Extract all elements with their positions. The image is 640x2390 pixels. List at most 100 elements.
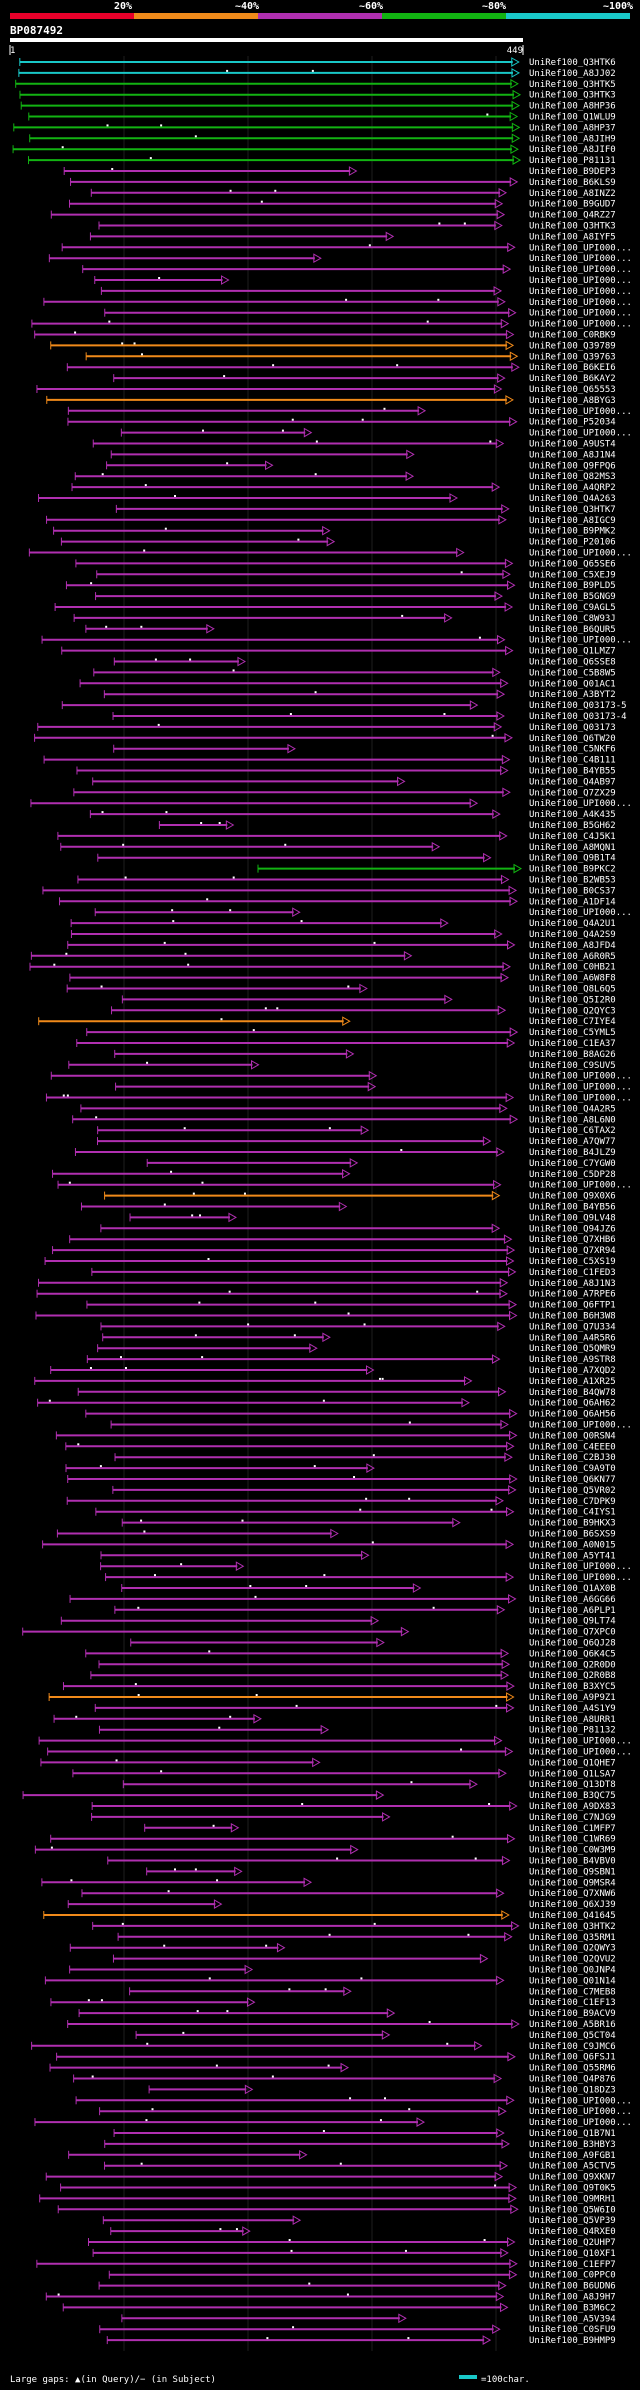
hit-label[interactable]: UniRef100_B9PKC2 xyxy=(529,865,616,875)
hit-label[interactable]: UniRef100_A7QW77 xyxy=(529,1137,616,1147)
hit-label[interactable]: UniRef100_Q9MRH1 xyxy=(529,2194,616,2204)
hit-label[interactable]: UniRef100_UPI000... xyxy=(529,1094,632,1104)
hit-label[interactable]: UniRef100_B6QUR5 xyxy=(529,625,616,635)
hit-label[interactable]: UniRef100_A7RPE6 xyxy=(529,1290,616,1300)
hit-label[interactable]: UniRef100_B4YB56 xyxy=(529,1203,616,1213)
hit-label[interactable]: UniRef100_A5CTV5 xyxy=(529,2162,616,2172)
hit-label[interactable]: UniRef100_A9P9Z1 xyxy=(529,1693,616,1703)
hit-label[interactable]: UniRef100_Q4RXE0 xyxy=(529,2227,616,2237)
hit-label[interactable]: UniRef100_C0PPC0 xyxy=(529,2271,616,2281)
hit-label[interactable]: UniRef100_A8HP37 xyxy=(529,123,616,133)
hit-label[interactable]: UniRef100_A1DF14 xyxy=(529,897,616,907)
hit-label[interactable]: UniRef100_A9STR8 xyxy=(529,1355,616,1365)
hit-label[interactable]: UniRef100_C9JMC6 xyxy=(529,2042,616,2052)
hit-label[interactable]: UniRef100_B9PMK2 xyxy=(529,527,616,537)
hit-label[interactable]: UniRef100_UPI000... xyxy=(529,636,632,646)
hit-label[interactable]: UniRef100_Q41645 xyxy=(529,1911,616,1921)
hit-label[interactable]: UniRef100_Q9SBN1 xyxy=(529,1867,616,1877)
hit-label[interactable]: UniRef100_Q1B7N1 xyxy=(529,2129,616,2139)
hit-label[interactable]: UniRef100_Q6FSJ1 xyxy=(529,2053,616,2063)
hit-label[interactable]: UniRef100_B4JLZ9 xyxy=(529,1148,616,1158)
hit-label[interactable]: UniRef100_C1EF13 xyxy=(529,1998,616,2008)
hit-label[interactable]: UniRef100_A8JJ02 xyxy=(529,69,616,79)
hit-label[interactable]: UniRef100_UPI000... xyxy=(529,265,632,275)
hit-label[interactable]: UniRef100_Q2QWY3 xyxy=(529,1944,616,1954)
hit-label[interactable]: UniRef100_Q35RM1 xyxy=(529,1933,616,1943)
hit-label[interactable]: UniRef100_Q7XHB6 xyxy=(529,1235,616,1245)
hit-label[interactable]: UniRef100_A8INZ2 xyxy=(529,189,616,199)
hit-label[interactable]: UniRef100_B4QW78 xyxy=(529,1388,616,1398)
hit-label[interactable]: UniRef100_UPI000... xyxy=(529,2118,632,2128)
hit-label[interactable]: UniRef100_UPI000... xyxy=(529,429,632,439)
hit-label[interactable]: UniRef100_A8L6N0 xyxy=(529,1115,616,1125)
hit-label[interactable]: UniRef100_Q6AH56 xyxy=(529,1410,616,1420)
hit-label[interactable]: UniRef100_Q9XKN7 xyxy=(529,2173,616,2183)
hit-label[interactable]: UniRef100_Q2R0B8 xyxy=(529,1671,616,1681)
hit-label[interactable]: UniRef100_Q3HTK7 xyxy=(529,505,616,515)
hit-label[interactable]: UniRef100_Q01N14 xyxy=(529,1976,616,1986)
hit-label[interactable]: UniRef100_A4QRP2 xyxy=(529,483,616,493)
hit-label[interactable]: UniRef100_Q5I2R0 xyxy=(529,995,616,1005)
hit-label[interactable]: UniRef100_Q6AH62 xyxy=(529,1399,616,1409)
hit-label[interactable]: UniRef100_Q6SSE8 xyxy=(529,658,616,668)
hit-label[interactable]: UniRef100_Q3HTK3 xyxy=(529,222,616,232)
hit-label[interactable]: UniRef100_Q65553 xyxy=(529,385,616,395)
hit-label[interactable]: UniRef100_A8URR1 xyxy=(529,1715,616,1725)
hit-label[interactable]: UniRef100_UPI000... xyxy=(529,1072,632,1082)
hit-label[interactable]: UniRef100_Q4P876 xyxy=(529,2075,616,2085)
hit-label[interactable]: UniRef100_C5XEJ9 xyxy=(529,570,616,580)
hit-label[interactable]: UniRef100_B3HBY3 xyxy=(529,2140,616,2150)
hit-label[interactable]: UniRef100_A1XR25 xyxy=(529,1377,616,1387)
hit-label[interactable]: UniRef100_B2WB53 xyxy=(529,876,616,886)
hit-label[interactable]: UniRef100_C7YGW0 xyxy=(529,1159,616,1169)
hit-label[interactable]: UniRef100_C0RBK9 xyxy=(529,331,616,341)
hit-label[interactable]: UniRef100_A6PLP1 xyxy=(529,1606,616,1616)
hit-label[interactable]: UniRef100_C1EFP7 xyxy=(529,2260,616,2270)
hit-label[interactable]: UniRef100_A8J9H7 xyxy=(529,2293,616,2303)
hit-label[interactable]: UniRef100_Q5QMR9 xyxy=(529,1344,616,1354)
hit-label[interactable]: UniRef100_C8W93J xyxy=(529,614,616,624)
hit-label[interactable]: UniRef100_UPI000... xyxy=(529,1181,632,1191)
hit-label[interactable]: UniRef100_Q03173-4 xyxy=(529,712,627,722)
hit-label[interactable]: UniRef100_Q9MSR4 xyxy=(529,1878,616,1888)
hit-label[interactable]: UniRef100_Q01AC1 xyxy=(529,679,616,689)
hit-label[interactable]: UniRef100_A8J1N3 xyxy=(529,1279,616,1289)
hit-label[interactable]: UniRef100_C4EEE0 xyxy=(529,1442,616,1452)
hit-label[interactable]: UniRef100_Q2QVU2 xyxy=(529,1955,616,1965)
hit-label[interactable]: UniRef100_UPI000... xyxy=(529,276,632,286)
hit-label[interactable]: UniRef100_C5YML5 xyxy=(529,1028,616,1038)
hit-label[interactable]: UniRef100_A6R0R5 xyxy=(529,952,616,962)
hit-label[interactable]: UniRef100_Q0RSN4 xyxy=(529,1431,616,1441)
hit-label[interactable]: UniRef100_Q39789 xyxy=(529,341,616,351)
hit-label[interactable]: UniRef100_Q6QJ28 xyxy=(529,1639,616,1649)
hit-label[interactable]: UniRef100_Q18DZ3 xyxy=(529,2085,616,2095)
hit-label[interactable]: UniRef100_UPI000... xyxy=(529,799,632,809)
hit-label[interactable]: UniRef100_C9A9T0 xyxy=(529,1464,616,1474)
hit-label[interactable]: UniRef100_A0N015 xyxy=(529,1540,616,1550)
hit-label[interactable]: UniRef100_UPI000... xyxy=(529,549,632,559)
hit-label[interactable]: UniRef100_P81131 xyxy=(529,156,616,166)
hit-label[interactable]: UniRef100_Q4AB97 xyxy=(529,777,616,787)
hit-label[interactable]: UniRef100_A8HP36 xyxy=(529,102,616,112)
hit-label[interactable]: UniRef100_A5V394 xyxy=(529,2314,616,2324)
hit-label[interactable]: UniRef100_Q6TW20 xyxy=(529,734,616,744)
hit-label[interactable]: UniRef100_A8JFD4 xyxy=(529,941,616,951)
hit-label[interactable]: UniRef100_Q7ZX29 xyxy=(529,788,616,798)
hit-label[interactable]: UniRef100_B6UDN6 xyxy=(529,2282,616,2292)
hit-label[interactable]: UniRef100_Q5CT04 xyxy=(529,2031,616,2041)
hit-label[interactable]: UniRef100_UPI000... xyxy=(529,1748,632,1758)
hit-label[interactable]: UniRef100_C7MEB8 xyxy=(529,1987,616,1997)
hit-label[interactable]: UniRef100_C4J5K1 xyxy=(529,832,616,842)
hit-label[interactable]: UniRef100_B4YB55 xyxy=(529,767,616,777)
hit-label[interactable]: UniRef100_UPI000... xyxy=(529,407,632,417)
hit-label[interactable]: UniRef100_B9DEP3 xyxy=(529,167,616,177)
hit-label[interactable]: UniRef100_C2BJ30 xyxy=(529,1453,616,1463)
hit-label[interactable]: UniRef100_B5GH62 xyxy=(529,821,616,831)
hit-label[interactable]: UniRef100_C9AGL5 xyxy=(529,603,616,613)
hit-label[interactable]: UniRef100_A4S1Y9 xyxy=(529,1704,616,1714)
hit-label[interactable]: UniRef100_Q9X0X6 xyxy=(529,1192,616,1202)
hit-label[interactable]: UniRef100_Q9LV48 xyxy=(529,1213,616,1223)
hit-label[interactable]: UniRef100_Q39763 xyxy=(529,352,616,362)
hit-label[interactable]: UniRef100_Q1WLU9 xyxy=(529,113,616,123)
hit-label[interactable]: UniRef100_Q9LT74 xyxy=(529,1617,616,1627)
